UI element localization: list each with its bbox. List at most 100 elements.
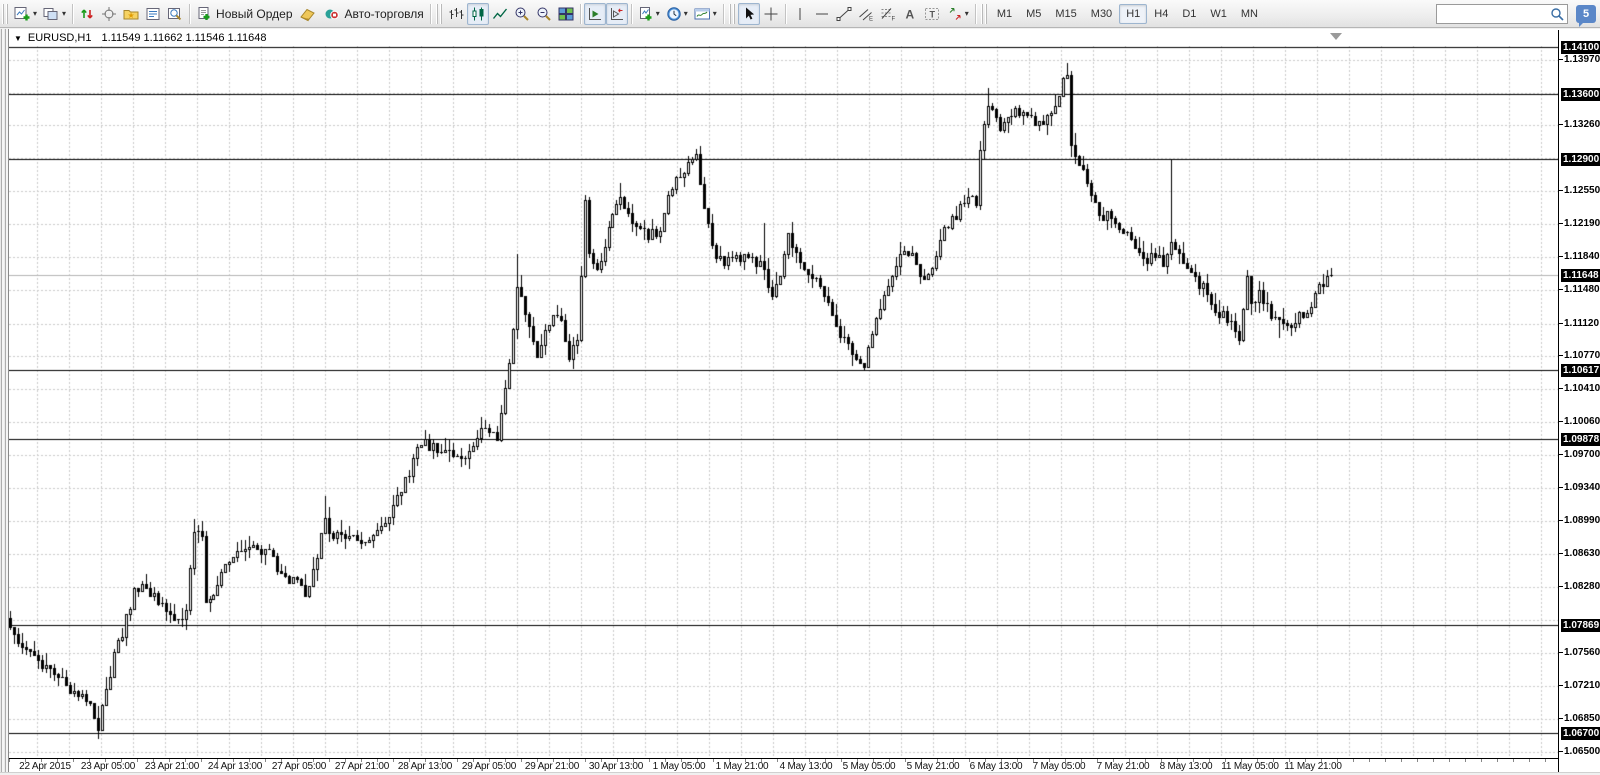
time-tick-label: 11 May 05:00 [1221,761,1279,772]
periods-icon [667,6,681,21]
templates-icon [694,8,710,19]
new-order-button[interactable]: Новый Ордер [193,3,295,25]
toolbar-separator [630,3,632,24]
profiles-icon [43,7,58,20]
candlestick-chart-button[interactable] [466,2,489,25]
time-tick-label: 28 Apr 13:00 [397,761,453,772]
timeframe-button-M1[interactable]: M1 [996,7,1013,20]
fibonacci-icon: F [881,7,895,22]
timeframe-button-H4[interactable]: H4 [1154,7,1169,20]
vertical-line-button[interactable] [789,3,811,25]
text-button[interactable]: A [899,3,921,25]
chart-symbol-period: EURUSD,H1 [27,32,92,44]
time-tick-label: 7 May 21:00 [1096,761,1150,772]
timeframe-button-D1[interactable]: D1 [1182,7,1197,20]
zoom-in-button[interactable] [511,3,533,25]
price-level-label: 1.06700 [1561,727,1600,740]
chart-collapse-icon[interactable]: ▼ [14,33,22,43]
timeframe-button-M15[interactable]: M15 [1055,7,1077,20]
arrows-button[interactable]: ▾ [944,3,972,25]
time-tick-label: 24 Apr 13:00 [207,761,263,772]
terminal-button[interactable] [142,3,164,25]
new-chart-caret[interactable]: ▾ [33,9,38,18]
profiles-button[interactable]: ▾ [40,3,69,25]
cursor-button[interactable] [737,2,760,25]
templates-caret[interactable]: ▾ [712,9,717,18]
indicators-caret[interactable]: ▾ [655,9,660,18]
price-axis[interactable]: 1.13970 1.13260 1.12550 1.12190 1.11840 1.114… [1558,29,1600,772]
auto-scroll-button[interactable] [583,2,606,25]
periods-caret[interactable]: ▾ [683,9,688,18]
bar-chart-icon [449,7,464,19]
time-tick-label: 23 Apr 21:00 [144,761,200,772]
arrows-caret[interactable]: ▾ [964,9,969,18]
text-icon: A [905,7,914,21]
trendline-button[interactable] [833,3,855,25]
terminal-icon [146,7,160,20]
svg-text:F: F [891,16,895,22]
crosshair-icon [764,7,778,20]
chart-ohlc-values: 1.11549 1.11662 1.11546 1.11648 [101,32,267,44]
strategy-tester-button[interactable] [164,3,186,25]
svg-text:★: ★ [128,11,135,20]
toolbar-separator [72,3,74,24]
toolbar-grip[interactable] [980,3,988,24]
new-chart-button[interactable]: ▾ [11,3,40,25]
autotrading-label: Авто-торговля [344,6,424,21]
price-tick-label: 1.10770 [1558,350,1600,361]
price-level-label: 1.14100 [1561,41,1600,54]
text-label-button[interactable]: T [921,3,944,25]
line-chart-button[interactable] [489,3,511,25]
price-level-label: 1.07869 [1561,619,1600,632]
toolbar-grip[interactable] [728,3,736,24]
data-window-button[interactable] [98,3,120,25]
chart-shift-icon [610,7,623,20]
time-tick-label: 23 Apr 05:00 [80,761,136,772]
price-tick-label: 1.12190 [1558,218,1600,229]
horizontal-line-button[interactable] [811,3,833,25]
fibonacci-button[interactable]: F [877,3,899,25]
tile-windows-button[interactable] [555,3,577,25]
periods-button[interactable]: ▾ [663,3,691,25]
crosshair-button[interactable] [760,3,782,25]
price-level-label: 1.12900 [1561,153,1600,166]
templates-button[interactable]: ▾ [691,3,720,25]
equidistant-channel-icon: E [858,8,873,22]
time-axis[interactable]: 22 Apr 2015 23 Apr 05:00 23 Apr 21:00 24 Ap… [9,759,1558,772]
metaeditor-button[interactable] [296,3,320,25]
price-tick-label: 1.07210 [1558,680,1600,691]
timeframe-button-M5[interactable]: M5 [1026,7,1042,20]
timeframe-button-MN[interactable]: MN [1240,7,1258,20]
svg-text:T: T [929,9,935,19]
price-tick-label: 1.08630 [1558,548,1600,559]
search-icon[interactable] [1550,7,1564,21]
navigator-button[interactable]: ★ [120,3,142,25]
community-chat-button[interactable]: 5 [1576,4,1596,27]
timeframe-button-W1[interactable]: W1 [1210,7,1227,20]
zoom-out-button[interactable] [533,3,555,25]
bar-chart-button[interactable] [445,3,467,25]
time-axis-separator [9,758,1559,759]
vertical-line-icon [799,7,801,20]
price-level-label: 1.13600 [1561,88,1600,101]
equidistant-channel-button[interactable]: E [855,3,877,25]
arrows-icon [949,7,961,20]
metaeditor-icon [299,8,315,21]
market-watch-button[interactable] [76,3,98,25]
data-window-icon [102,6,117,21]
chart-shift-button[interactable] [605,2,628,25]
toolbar-grip[interactable] [435,3,443,24]
toolbar-grip[interactable] [2,3,9,24]
chart-canvas[interactable] [9,46,1558,758]
autotrading-button[interactable]: Авто-торговля [320,3,427,25]
scroll-to-end-marker [1330,33,1342,40]
profiles-caret[interactable]: ▾ [62,9,67,18]
timeframe-button-M30[interactable]: M30 [1090,7,1113,20]
time-tick-label: 29 Apr 21:00 [524,761,580,772]
search-input[interactable] [1440,7,1550,20]
timeframe-button-H1[interactable]: H1 [1119,3,1148,24]
time-tick-label: 1 May 21:00 [715,761,769,772]
indicators-button[interactable]: ▾ [635,3,663,25]
auto-scroll-icon [588,7,601,20]
